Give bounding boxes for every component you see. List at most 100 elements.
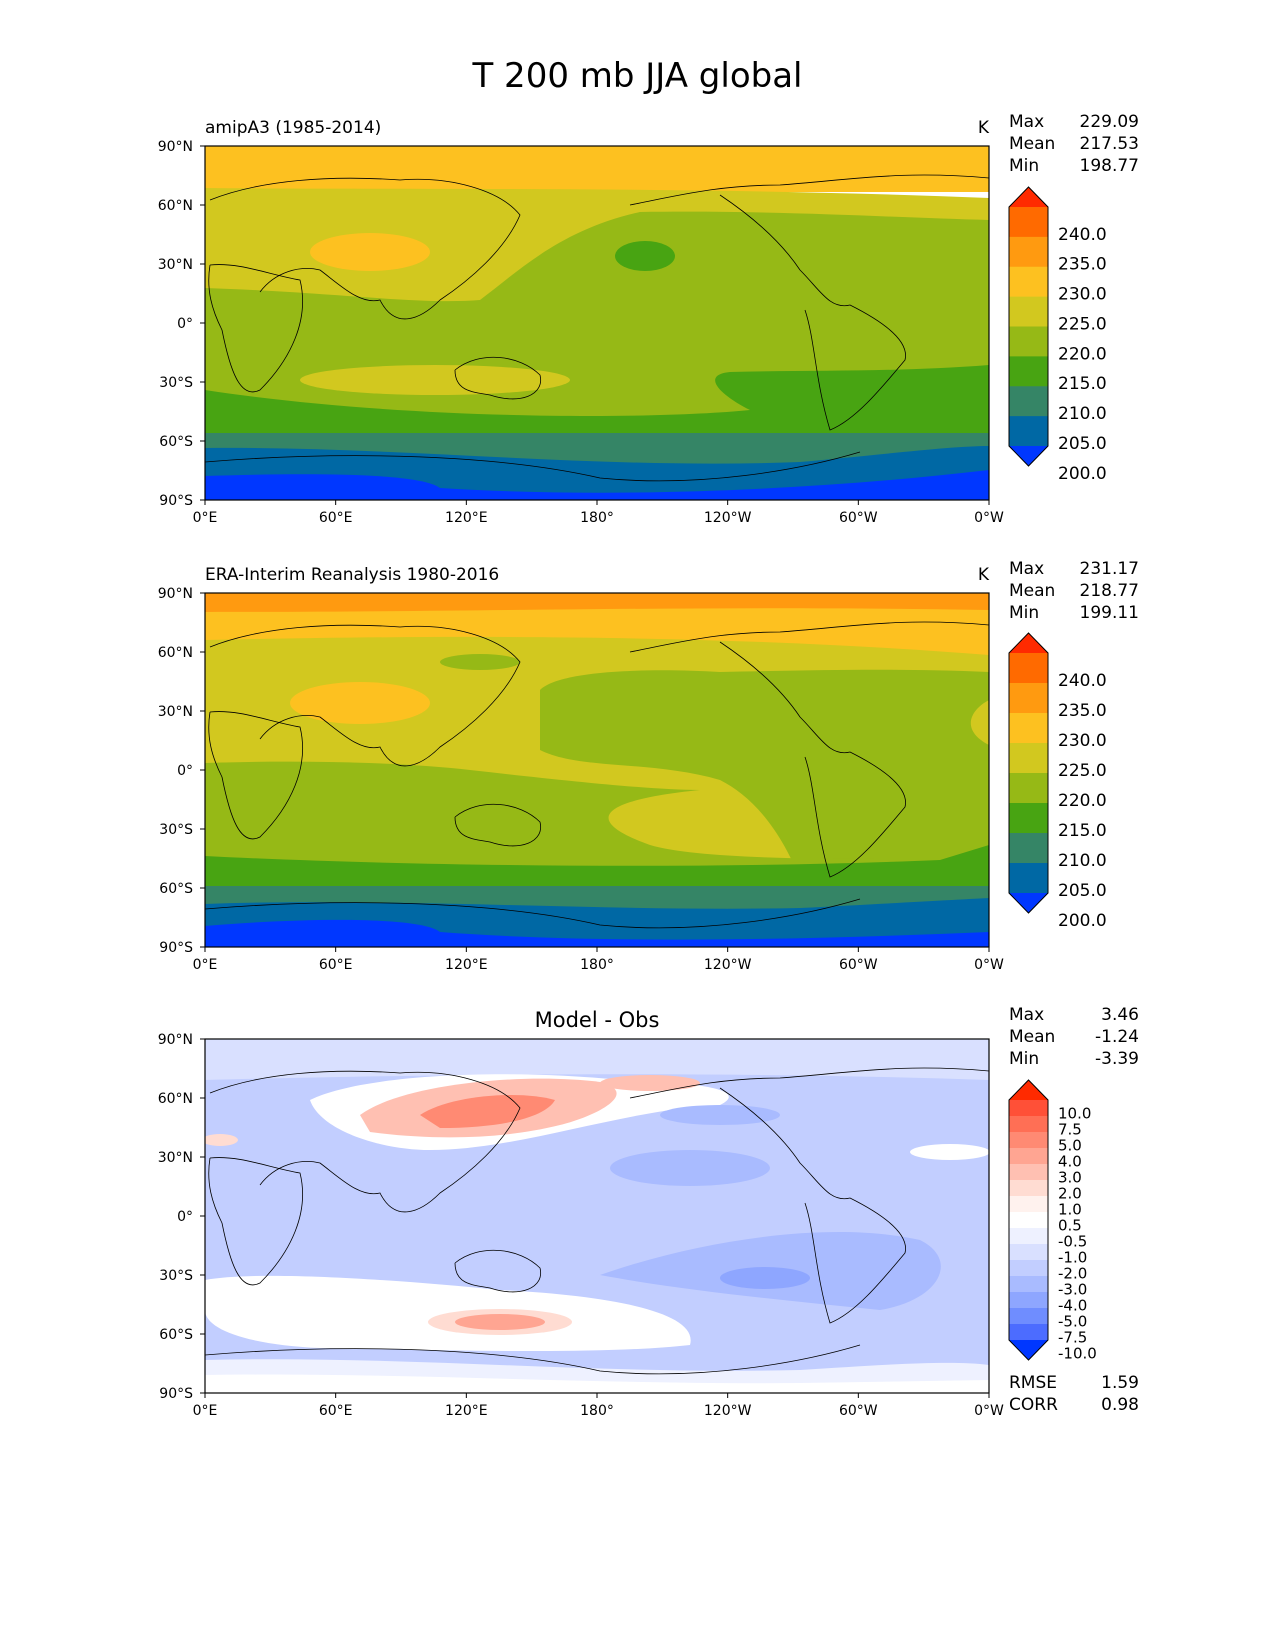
colorbar-label: 240.0 [1058, 225, 1107, 245]
x-tick-label: 180° [580, 510, 614, 526]
band-antarctic-core [205, 919, 989, 947]
field-cool-north-atl [660, 1105, 780, 1125]
colorbar-label: 7.5 [1058, 1120, 1082, 1138]
y-tick-label: 90°S [159, 493, 193, 509]
panel-left-title: amipA3 (1985-2014) [205, 118, 381, 138]
map-field [205, 593, 989, 947]
colorbar-label: 10.0 [1058, 1104, 1091, 1122]
colorbar-swatch [1009, 1196, 1048, 1213]
field-warm-left-edge [205, 1134, 238, 1146]
colorbar-swatch [1009, 863, 1048, 894]
colorbar-label: -2.0 [1058, 1264, 1087, 1282]
cool-blob-north-asia [440, 654, 520, 670]
x-tick-label: 0°W [974, 1403, 1004, 1419]
field-warm-inner [420, 1095, 555, 1128]
y-tick-label: 90°N [158, 586, 193, 602]
colorbar-swatch [1009, 1212, 1048, 1229]
warm-blob-asia [290, 682, 430, 724]
stat-max-label: Max [1009, 1005, 1045, 1025]
x-tick-label: 60°W [839, 957, 878, 973]
x-tick-label: 0°E [193, 510, 218, 526]
colorbar-swatch [1009, 386, 1048, 417]
stat-min-label: Min [1009, 156, 1040, 176]
x-tick-label: 0°E [193, 1403, 218, 1419]
y-tick-label: 30°N [158, 257, 193, 273]
stat-max-label: Max [1009, 559, 1045, 579]
colorbar: 10.07.55.04.03.02.01.00.5-0.5-1.0-2.0-3.… [1008, 1079, 1097, 1362]
stat-mean-label: Mean [1009, 134, 1056, 154]
colorbar: 240.0 235.0 230.0 225.0 220.0 215.0 210.0 205.0… [1008, 632, 1107, 931]
cool-blob-pacific [615, 241, 675, 271]
y-tick-label: 30°N [158, 704, 193, 720]
colorbar-extend-min [1009, 1340, 1048, 1360]
field-cool-pacific-n [610, 1150, 770, 1186]
y-tick-label: 60°N [158, 198, 193, 214]
x-tick-label: 120°W [704, 957, 752, 973]
y-tick-label: 0° [177, 763, 193, 779]
colorbar-label: -4.0 [1058, 1296, 1087, 1314]
colorbar-swatch [1009, 266, 1048, 298]
colorbar-label: 205.0 [1058, 434, 1107, 454]
panel-center-title: Model - Obs [535, 1008, 660, 1032]
colorbar-label: 200.0 [1058, 464, 1107, 484]
stat-mean: 218.77 [1079, 581, 1139, 601]
warm-blob-asia [310, 233, 430, 271]
coastlines [205, 621, 989, 929]
metric-corr-label: CORR [1009, 1395, 1058, 1415]
stat-min-label: Min [1009, 1049, 1040, 1069]
y-tick-label: 90°S [159, 940, 193, 956]
colorbar-swatch [1009, 1132, 1048, 1149]
stats-panel-2: Max 231.17 Mean 218.77 Min 199.11 [1009, 558, 1139, 624]
x-tick-label: 120°E [445, 510, 488, 526]
stat-max: 231.17 [1079, 559, 1139, 579]
panel-units: K [978, 565, 990, 585]
colorbar-swatch [1009, 1260, 1048, 1277]
band-antarctic-core [205, 470, 989, 500]
panel-obs: ERA-Interim Reanalysis 1980-2016 K 0°E 60… [158, 565, 1107, 973]
stat-mean-label: Mean [1009, 581, 1056, 601]
y-tick-label: 60°S [159, 881, 193, 897]
coastlines [205, 1067, 989, 1375]
colorbar-label: 4.0 [1058, 1152, 1082, 1170]
colorbar-swatch [1009, 773, 1048, 804]
colorbar-label: -10.0 [1058, 1344, 1097, 1362]
colorbar-label: 200.0 [1058, 911, 1107, 931]
x-tick-label: 180° [580, 1403, 614, 1419]
y-tick-label: 30°S [159, 822, 193, 838]
colorbar-swatch [1009, 1276, 1048, 1293]
y-tick-label: 60°S [159, 434, 193, 450]
x-tick-label: 120°E [445, 957, 488, 973]
y-tick-label: 30°S [159, 375, 193, 391]
colorbar-swatch [1009, 1164, 1048, 1181]
colorbar-swatch [1009, 207, 1048, 238]
coastlines [205, 174, 989, 482]
colorbar-label: 235.0 [1058, 255, 1107, 275]
colorbar-swatch [1009, 236, 1048, 268]
y-tick-label: 90°N [158, 139, 193, 155]
field-cool-core-s [720, 1267, 810, 1289]
colorbar-label: 0.5 [1058, 1216, 1082, 1234]
x-axis: 0°E 60°E 120°E 180° 120°W 60°W 0°W [193, 1393, 1004, 1419]
colorbar-outline [1008, 1079, 1049, 1361]
warm-blob-australia [300, 365, 570, 395]
colorbar-swatch [1009, 296, 1048, 327]
colorbar-label: 205.0 [1058, 881, 1107, 901]
x-tick-label: 60°W [839, 1403, 878, 1419]
colorbar-swatch [1009, 1244, 1048, 1261]
colorbar-swatch [1009, 1324, 1048, 1341]
colorbar-swatch [1009, 1100, 1048, 1117]
map-field [205, 1039, 989, 1393]
colorbar-extend-min [1009, 446, 1048, 466]
colorbar-outline [1008, 186, 1049, 467]
stat-mean-label: Mean [1009, 1027, 1056, 1047]
colorbar-label: 215.0 [1058, 821, 1107, 841]
colorbar-swatch [1009, 1292, 1048, 1309]
colorbar-label: 240.0 [1058, 671, 1107, 691]
panel-left-title: ERA-Interim Reanalysis 1980-2016 [205, 565, 499, 585]
colorbar-label: 5.0 [1058, 1136, 1082, 1154]
colorbar-label: 225.0 [1058, 761, 1107, 781]
stat-max: 3.46 [1101, 1005, 1139, 1025]
x-tick-label: 60°E [319, 1403, 353, 1419]
field-warm-pacific [600, 1075, 700, 1091]
stat-min-label: Min [1009, 603, 1040, 623]
